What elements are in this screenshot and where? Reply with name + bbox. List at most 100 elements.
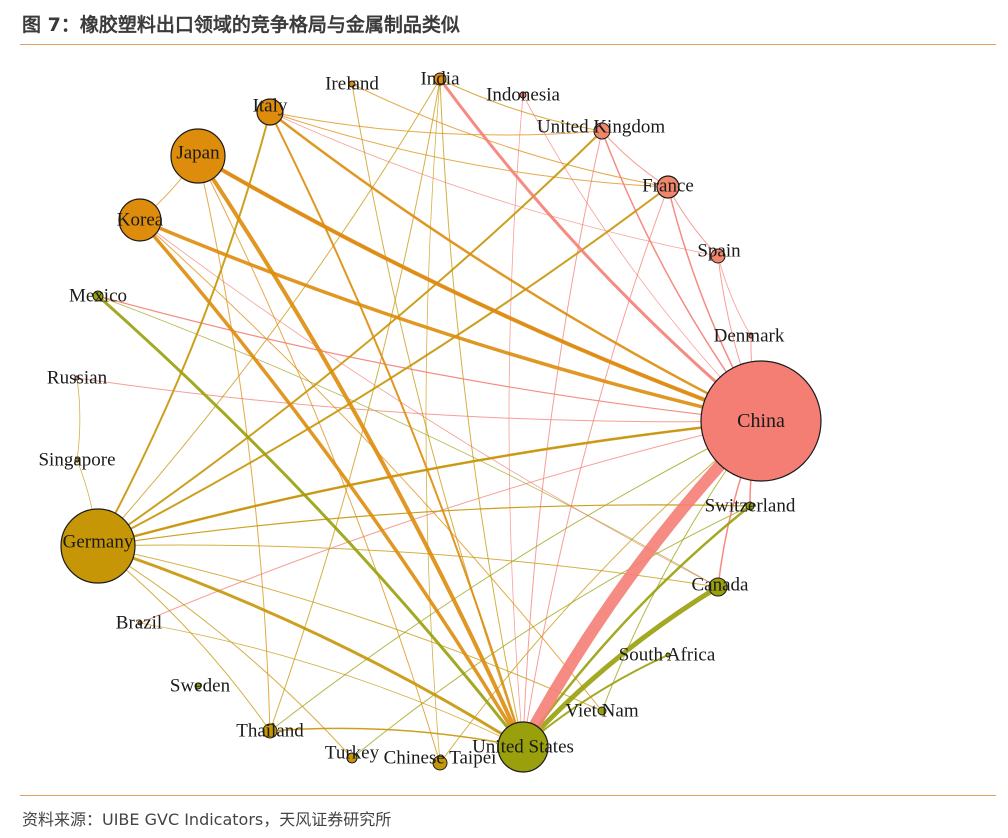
edge-korea-canada xyxy=(139,219,719,588)
node-ireland xyxy=(348,80,356,88)
node-label-china: China xyxy=(737,410,785,432)
node-label-mexico: Mexico xyxy=(69,286,127,307)
figure-header: 图 7：橡胶塑料出口领域的竞争格局与金属制品类似 xyxy=(0,0,1008,46)
edge-japan-us xyxy=(196,154,525,749)
node-korea xyxy=(118,198,162,242)
edge-ireland-france xyxy=(351,83,669,188)
edge-italy-china xyxy=(268,110,763,423)
edge-germany-thailand xyxy=(97,545,271,732)
node-label-germany: Germany xyxy=(63,532,134,553)
node-label-france: France xyxy=(642,176,694,197)
footer-divider xyxy=(20,795,996,796)
edge-germany-uk xyxy=(97,130,603,547)
node-label-us: United States xyxy=(472,737,574,758)
node-sweden xyxy=(194,682,202,690)
node-label-ireland: Ireland xyxy=(325,74,379,95)
edge-switzerland-turkey xyxy=(351,505,751,759)
edge-germany-china xyxy=(96,419,763,548)
node-southafrica xyxy=(665,652,671,658)
node-uk xyxy=(593,122,611,140)
node-indonesia xyxy=(519,91,527,99)
edge-india-thailand xyxy=(269,78,441,732)
header-divider xyxy=(20,44,996,45)
edge-thailand-china xyxy=(269,420,762,732)
edge-italy-france xyxy=(269,111,669,188)
source-note: 资料来源：UIBE GVC Indicators，天风证券研究所 xyxy=(22,810,392,829)
edge-indonesia-us xyxy=(508,94,524,748)
node-switzerland xyxy=(745,501,755,511)
node-chinesetaipei xyxy=(432,755,448,771)
labels-layer: India Ireland Indonesia Italy United Kingdom… xyxy=(38,69,795,769)
edge-germany-us xyxy=(96,544,525,749)
node-label-japan: Japan xyxy=(176,143,220,164)
edges-layer xyxy=(76,77,767,764)
node-label-russian: Russian xyxy=(47,368,108,389)
node-label-southafrica: South Africa xyxy=(619,645,716,666)
edge-ireland-us xyxy=(351,83,524,748)
node-label-korea: Korea xyxy=(117,210,164,231)
node-russian xyxy=(74,375,80,381)
edge-mexico-us xyxy=(96,294,525,749)
figure-title: 图 7：橡胶塑料出口领域的竞争格局与金属制品类似 xyxy=(22,14,460,36)
edge-mexico-china xyxy=(97,295,762,422)
node-label-turkey: Turkey xyxy=(325,743,380,764)
node-singapore xyxy=(74,457,80,463)
node-vietnam xyxy=(597,706,607,716)
node-canada xyxy=(708,577,728,597)
nodes-layer xyxy=(60,72,822,773)
edge-japan-thailand xyxy=(197,155,271,732)
edge-brazil-china xyxy=(139,420,762,624)
edge-italy-spain xyxy=(269,111,719,257)
edge-korea-us xyxy=(138,218,525,749)
edge-germany-switzerland xyxy=(97,504,751,547)
node-label-sweden: Sweden xyxy=(170,676,231,697)
node-label-india: India xyxy=(420,69,460,90)
node-denmark xyxy=(748,333,754,339)
node-label-denmark: Denmark xyxy=(714,326,785,347)
edge-italy-us xyxy=(269,111,524,748)
edge-france-us xyxy=(522,186,669,748)
node-label-chinesetaipei: Chinese Taipei xyxy=(384,748,497,769)
node-mexico xyxy=(92,290,104,302)
edge-chinesetaipei-china xyxy=(439,420,762,764)
node-china xyxy=(700,360,822,482)
node-label-spain: Spain xyxy=(697,241,741,262)
node-label-thailand: Thailand xyxy=(236,721,304,742)
edge-india-china xyxy=(438,77,763,423)
edge-thailand-us xyxy=(269,727,524,748)
edge-mexico-canada xyxy=(97,295,719,588)
edge-spain-denmark xyxy=(717,255,752,337)
edge-india-us xyxy=(439,78,524,748)
node-india xyxy=(433,72,447,86)
edge-korea-vietnam xyxy=(139,219,603,712)
edge-india-chinesetaipei xyxy=(425,78,441,764)
node-label-canada: Canada xyxy=(692,575,750,596)
edge-turkey-germany xyxy=(97,545,353,759)
node-label-switzerland: Switzerland xyxy=(705,496,796,517)
node-brazil xyxy=(137,620,143,626)
node-spain xyxy=(710,248,726,264)
node-label-singapore: Singapore xyxy=(38,450,115,471)
node-us xyxy=(497,721,549,773)
node-thailand xyxy=(262,723,278,739)
edge-canada-us xyxy=(520,584,721,750)
node-label-vietnam: Viet Nam xyxy=(565,701,638,722)
edge-japan-china xyxy=(196,154,763,423)
edge-japan-chinesetaipei xyxy=(197,155,441,764)
node-france xyxy=(656,175,680,199)
node-label-italy: Italy xyxy=(253,96,288,117)
node-label-uk: United Kingdom xyxy=(537,117,665,138)
edge-korea-china xyxy=(138,218,763,423)
edge-brazil-us xyxy=(139,622,524,748)
node-italy xyxy=(256,98,284,126)
node-label-brazil: Brazil xyxy=(116,613,162,634)
edge-germany-italy xyxy=(97,111,271,547)
node-germany xyxy=(60,508,136,584)
node-label-indonesia: Indonesia xyxy=(486,85,560,106)
edge-india-uk xyxy=(439,78,603,132)
edge-singapore-russian xyxy=(76,377,81,461)
node-turkey xyxy=(346,752,358,764)
node-japan xyxy=(170,128,226,184)
edge-uk-us xyxy=(522,130,603,748)
